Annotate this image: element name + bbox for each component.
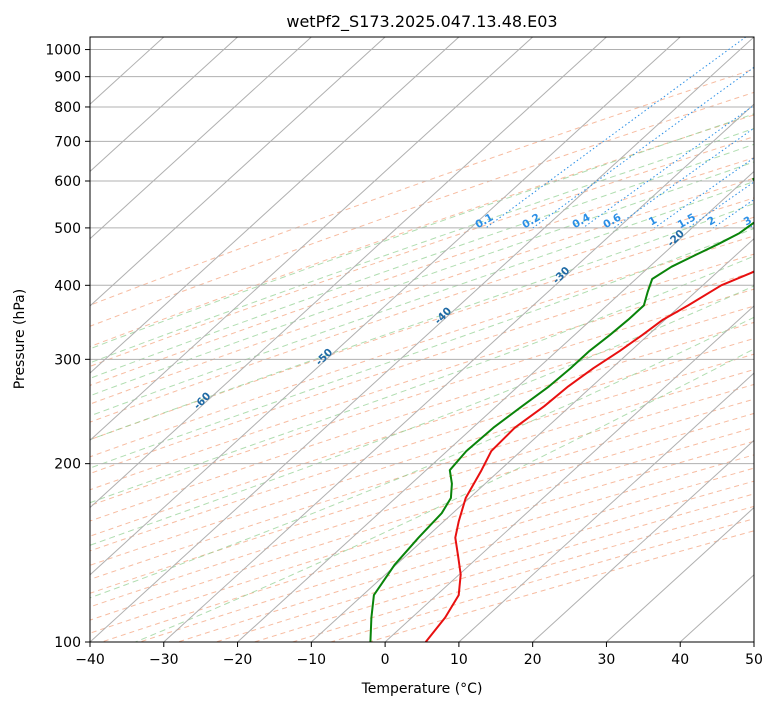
- dry-adiabat: [90, 337, 754, 552]
- dry-adiabat: [90, 353, 754, 566]
- x-tick-label: 50: [745, 652, 763, 668]
- mixing-ratio-line: [485, 37, 747, 229]
- isotherm-line: [90, 37, 238, 173]
- x-tick-label: −10: [297, 652, 327, 668]
- x-tick-label: −30: [149, 652, 179, 668]
- y-tick-label: 700: [54, 134, 81, 150]
- dry-adiabat: [90, 197, 754, 423]
- plot-frame: [89, 36, 755, 643]
- x-tick-label: −40: [75, 652, 105, 668]
- moist-adiabat: [90, 203, 754, 441]
- isotherm-line: [384, 305, 754, 642]
- x-tick-label: −20: [223, 652, 253, 668]
- dry-adiabat: [90, 288, 754, 507]
- moist-adiabat: [90, 255, 754, 504]
- plot-area: 0.10.20.40.611.52346810131620253036-100-…: [90, 37, 754, 642]
- x-tick-label: 30: [598, 652, 616, 668]
- moist-adiabat: [135, 348, 754, 642]
- profile-line: [424, 270, 754, 642]
- dry-adiabat: [90, 68, 754, 306]
- moist-adiabat: [90, 113, 754, 350]
- moist-adiabat: [90, 161, 754, 397]
- isotherm-line: [532, 439, 754, 642]
- isotherm-line: [90, 37, 386, 307]
- y-axis-title: Pressure (hPa): [12, 289, 28, 389]
- dry-adiabat: [90, 383, 754, 594]
- y-tick-label: 200: [54, 457, 81, 473]
- y-tick-label: 500: [54, 221, 81, 237]
- y-tick-label: 100: [54, 635, 81, 651]
- isotherm-line: [90, 37, 460, 374]
- isotherm-line: [606, 506, 754, 642]
- x-tick-label: 10: [450, 652, 468, 668]
- dry-adiabat: [90, 253, 754, 475]
- profile-line: [369, 177, 754, 642]
- chart-title: wetPf2_S173.2025.047.13.48.E03: [286, 12, 557, 32]
- y-tick-label: 900: [54, 70, 81, 86]
- axes: −40 −30 −20 −10 0 10 20 30 40 50 100 200 300 400 500 60…: [45, 43, 763, 668]
- x-axis-title: Temperature (°C): [361, 681, 483, 697]
- x-tick-label: 20: [524, 652, 542, 668]
- isotherm-line: [163, 103, 754, 642]
- isotherm-line: [237, 170, 754, 642]
- isotherm-line: [458, 372, 754, 642]
- isotherm-line: [90, 37, 312, 240]
- mixing-ratio-line: [532, 66, 754, 229]
- isotherm-line: [90, 37, 681, 576]
- y-tick-label: 1000: [45, 43, 81, 59]
- moist-adiabat: [90, 143, 754, 379]
- x-tick-label: 40: [671, 652, 689, 668]
- x-tick-label: 0: [381, 652, 390, 668]
- y-tick-label: 400: [54, 278, 81, 294]
- dry-adiabat: [90, 216, 754, 441]
- isotherm-line: [90, 37, 754, 642]
- y-tick-label: 600: [54, 174, 81, 190]
- isotherm-line: [90, 37, 534, 442]
- moist-adiabat: [90, 127, 754, 364]
- isotherm-line: [310, 237, 754, 642]
- dry-adiabat: [90, 114, 754, 348]
- y-tick-label: 300: [54, 352, 81, 368]
- y-tick-label: 800: [54, 100, 81, 116]
- moist-adiabat: [90, 285, 754, 546]
- dry-adiabat: [90, 305, 754, 522]
- isotherm-line: [90, 37, 607, 509]
